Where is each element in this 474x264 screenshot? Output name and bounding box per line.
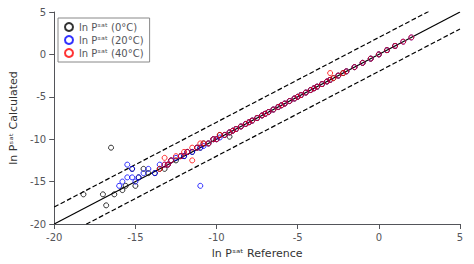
svg-text:-20: -20 (30, 219, 46, 230)
svg-text:-15: -15 (127, 232, 143, 243)
svg-text:0: 0 (40, 49, 46, 60)
svg-text:ln Pˢᵃᵗ (0°C): ln Pˢᵃᵗ (0°C) (79, 22, 137, 33)
svg-text:-10: -10 (208, 232, 224, 243)
svg-text:ln Pˢᵃᵗ Reference: ln Pˢᵃᵗ Reference (212, 247, 303, 260)
svg-text:ln Pˢᵃᵗ (20°C): ln Pˢᵃᵗ (20°C) (79, 35, 144, 46)
svg-text:-15: -15 (30, 176, 46, 187)
svg-text:ln Pˢᵃᵗ Calculated: ln Pˢᵃᵗ Calculated (7, 71, 20, 165)
svg-text:-10: -10 (30, 134, 46, 145)
svg-text:5: 5 (457, 232, 463, 243)
svg-text:ln Pˢᵃᵗ (40°C): ln Pˢᵃᵗ (40°C) (79, 48, 144, 59)
svg-text:5: 5 (40, 7, 46, 18)
svg-text:-20: -20 (46, 232, 62, 243)
svg-text:-5: -5 (36, 91, 46, 102)
svg-text:0: 0 (376, 232, 382, 243)
svg-text:-5: -5 (293, 232, 303, 243)
